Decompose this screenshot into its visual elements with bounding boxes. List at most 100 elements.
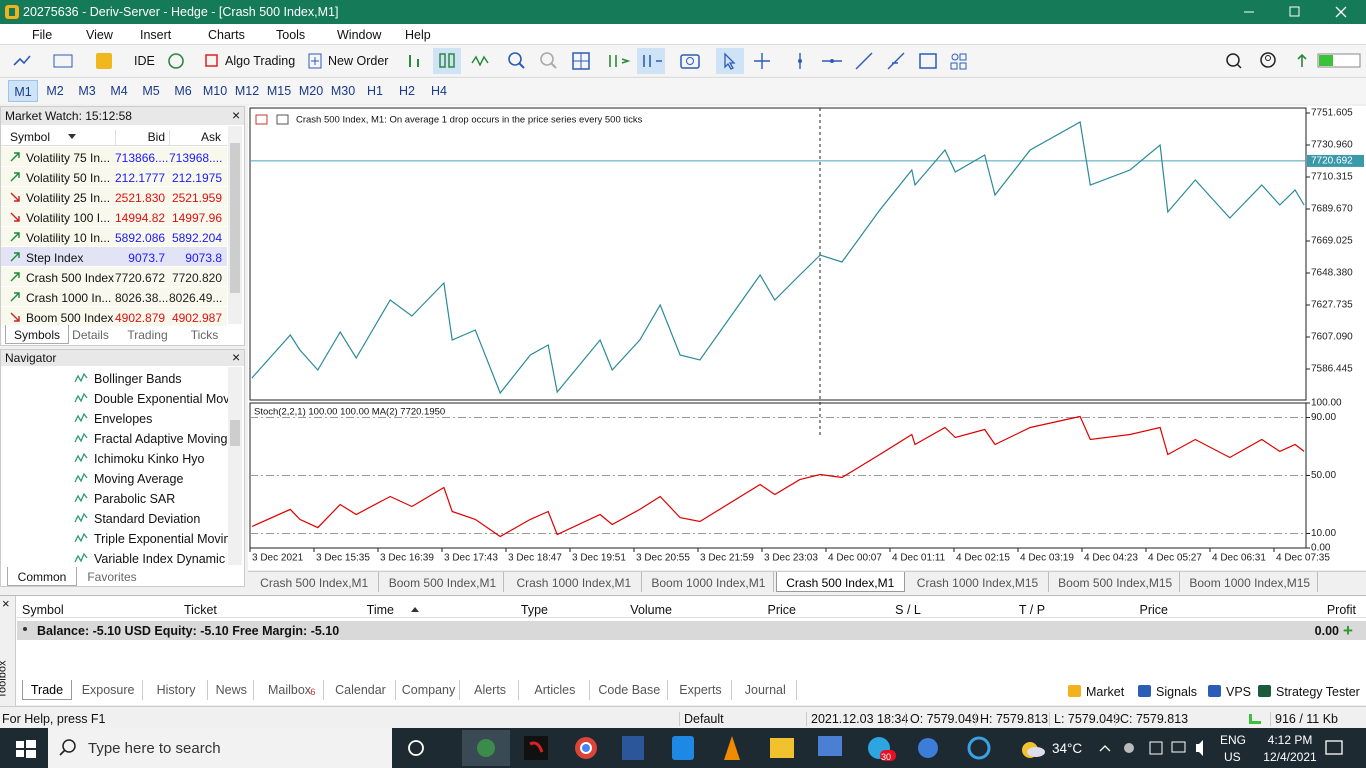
panel-tab[interactable]: Symbols	[5, 325, 69, 344]
toolbox-tab[interactable]: Trade	[22, 680, 72, 700]
toolbox-tab[interactable]: Calendar	[326, 680, 396, 700]
search-box[interactable]: Type here to search	[88, 740, 221, 757]
chart-tab[interactable]: Boom 500 Index,M1	[381, 572, 505, 592]
clock-date[interactable]: 12/4/2021	[1263, 750, 1317, 764]
chart-tab[interactable]: Crash 1000 Index,M15	[907, 572, 1049, 592]
weather[interactable]: 34°C	[1052, 741, 1083, 756]
chart-tab[interactable]: Boom 1000 Index,M1	[644, 572, 774, 592]
column-header[interactable]: Ask	[169, 130, 221, 146]
timeframe-button[interactable]: M30	[330, 84, 356, 98]
symbol-row[interactable]: Volatility 25 In... 2521.830 2521.959	[1, 187, 227, 207]
menu-item[interactable]: Tools	[276, 28, 306, 42]
tree-item[interactable]: Variable Index Dynamic A	[1, 548, 236, 568]
taskbar: Type here to search 30 34°C ENG US 4:12 …	[0, 728, 1366, 768]
toolbox-tab[interactable]: Exposure	[74, 680, 144, 700]
toolbox-tab[interactable]: Experts	[670, 680, 733, 700]
toolbox-tab[interactable]: Alerts	[462, 680, 519, 700]
timeframe-button[interactable]: H2	[399, 84, 415, 98]
tree-item[interactable]: Triple Exponential Movin	[1, 528, 230, 548]
column-header[interactable]: Type	[520, 603, 548, 617]
algo-trading-button[interactable]: Algo Trading	[225, 54, 296, 68]
column-header[interactable]: Volume	[630, 603, 672, 617]
timeframe-button[interactable]: M3	[78, 84, 96, 98]
chart-tab[interactable]: Boom 500 Index,M15	[1051, 572, 1181, 592]
tree-item[interactable]: Envelopes	[1, 408, 227, 428]
column-header[interactable]: Time	[366, 603, 394, 617]
toolbox-tab[interactable]: History	[145, 680, 208, 700]
timeframe-button[interactable]: M20	[298, 84, 324, 98]
symbol-row[interactable]: Volatility 50 In... 212.1777 212.1975	[1, 167, 227, 187]
symbol-row[interactable]: Boom 500 Index 4902.879 4902.987	[1, 307, 227, 327]
toolbox-tab[interactable]: Code Base	[592, 680, 668, 700]
new-order-button[interactable]: New Order	[328, 54, 389, 68]
timeframe-button[interactable]: M12	[234, 84, 260, 98]
chart-tab[interactable]: Crash 1000 Index,M1	[507, 572, 643, 592]
menu-item[interactable]: Charts	[208, 28, 245, 42]
timeframe-button[interactable]: M4	[110, 84, 128, 98]
symbol-row[interactable]: Volatility 10 In... 5892.086 5892.204	[1, 227, 227, 247]
tree-item[interactable]: Moving Average	[1, 468, 227, 488]
timeframe-button[interactable]: M1	[8, 80, 38, 102]
column-header[interactable]: S / L	[895, 603, 921, 617]
language[interactable]: ENG	[1220, 733, 1247, 747]
close-button[interactable]: ×	[232, 349, 241, 365]
menu-item[interactable]: Insert	[140, 28, 172, 42]
symbol-row[interactable]: Volatility 75 In... 713866.... 713968....	[1, 147, 227, 167]
tree-item[interactable]: Parabolic SAR	[1, 488, 227, 508]
symbol-row[interactable]: Crash 1000 In... 8026.38... 8026.49...	[1, 287, 227, 307]
ide-button[interactable]: IDE	[134, 54, 155, 68]
timeframe-button[interactable]: M10	[202, 84, 228, 98]
tree-item[interactable]: Double Exponential Movi	[1, 388, 232, 408]
toolbox-button[interactable]: Strategy Tester	[1276, 685, 1360, 699]
clock-time[interactable]: 4:12 PM	[1267, 733, 1313, 747]
panel-tab[interactable]: Details	[72, 328, 109, 342]
panel-tab[interactable]: Common	[7, 567, 77, 586]
menu-item[interactable]: Window	[337, 28, 382, 42]
timeframe-button[interactable]: H1	[367, 84, 383, 98]
timeframe-button[interactable]: H4	[431, 84, 447, 98]
chart-tab[interactable]: Crash 500 Index,M1	[775, 572, 905, 592]
bid-price: 9073.7	[128, 251, 165, 265]
menu-item[interactable]: View	[86, 28, 113, 42]
region[interactable]: US	[1224, 750, 1241, 764]
column-header[interactable]: Symbol	[10, 130, 51, 144]
column-header[interactable]: Price	[767, 603, 796, 617]
close-button[interactable]: ×	[232, 107, 241, 123]
timeframe-button[interactable]: M15	[266, 84, 292, 98]
timeframe-button[interactable]: M5	[142, 84, 160, 98]
column-header[interactable]: Bid	[115, 130, 165, 146]
toolbox-tab[interactable]: Company	[398, 680, 461, 700]
panel-tab[interactable]: Ticks	[190, 328, 219, 342]
symbol-row[interactable]: Step Index 9073.7 9073.8	[1, 247, 227, 267]
toolbox-tab[interactable]: Journal	[734, 680, 798, 700]
timeframe-button[interactable]: M6	[174, 84, 192, 98]
toolbox-tab[interactable]: News	[210, 680, 254, 700]
toolbox-button[interactable]: Market	[1086, 685, 1125, 699]
tree-item[interactable]: Ichimoku Kinko Hyo	[1, 448, 227, 468]
chart-tab[interactable]: Crash 500 Index,M1	[250, 572, 380, 592]
menu-item[interactable]: Help	[405, 28, 431, 42]
x-tick-label: 3 Dec 2021	[252, 553, 304, 564]
symbol-row[interactable]: Volatility 100 I... 14994.82 14997.96	[1, 207, 227, 227]
panel-tab[interactable]: Trading	[127, 328, 168, 342]
add-button[interactable]: +	[1343, 621, 1353, 640]
close-button[interactable]: ×	[2, 596, 10, 611]
toolbox-tab[interactable]: Mailbox 6	[256, 680, 325, 700]
column-header[interactable]: Profit	[1326, 603, 1356, 617]
chart-tab[interactable]: Boom 1000 Index,M15	[1182, 572, 1319, 592]
tree-item[interactable]: Bollinger Bands	[1, 368, 227, 388]
column-header[interactable]: T / P	[1018, 603, 1046, 617]
column-header[interactable]: Symbol	[22, 603, 64, 617]
toolbox-button[interactable]: VPS	[1226, 685, 1252, 699]
column-header[interactable]: Ticket	[184, 603, 217, 617]
toolbox-tab[interactable]: Articles	[521, 680, 590, 700]
window-controls[interactable]	[1236, 0, 1366, 24]
panel-tab[interactable]: Favorites	[87, 570, 137, 584]
menu-item[interactable]: File	[32, 28, 53, 42]
column-header[interactable]: Price	[1139, 603, 1168, 617]
symbol-row[interactable]: Crash 500 Index 7720.672 7720.820	[1, 267, 227, 287]
tree-item[interactable]: Fractal Adaptive Moving	[1, 428, 227, 448]
toolbox-button[interactable]: Signals	[1156, 685, 1197, 699]
tree-item[interactable]: Standard Deviation	[1, 508, 227, 528]
timeframe-button[interactable]: M2	[46, 84, 64, 98]
